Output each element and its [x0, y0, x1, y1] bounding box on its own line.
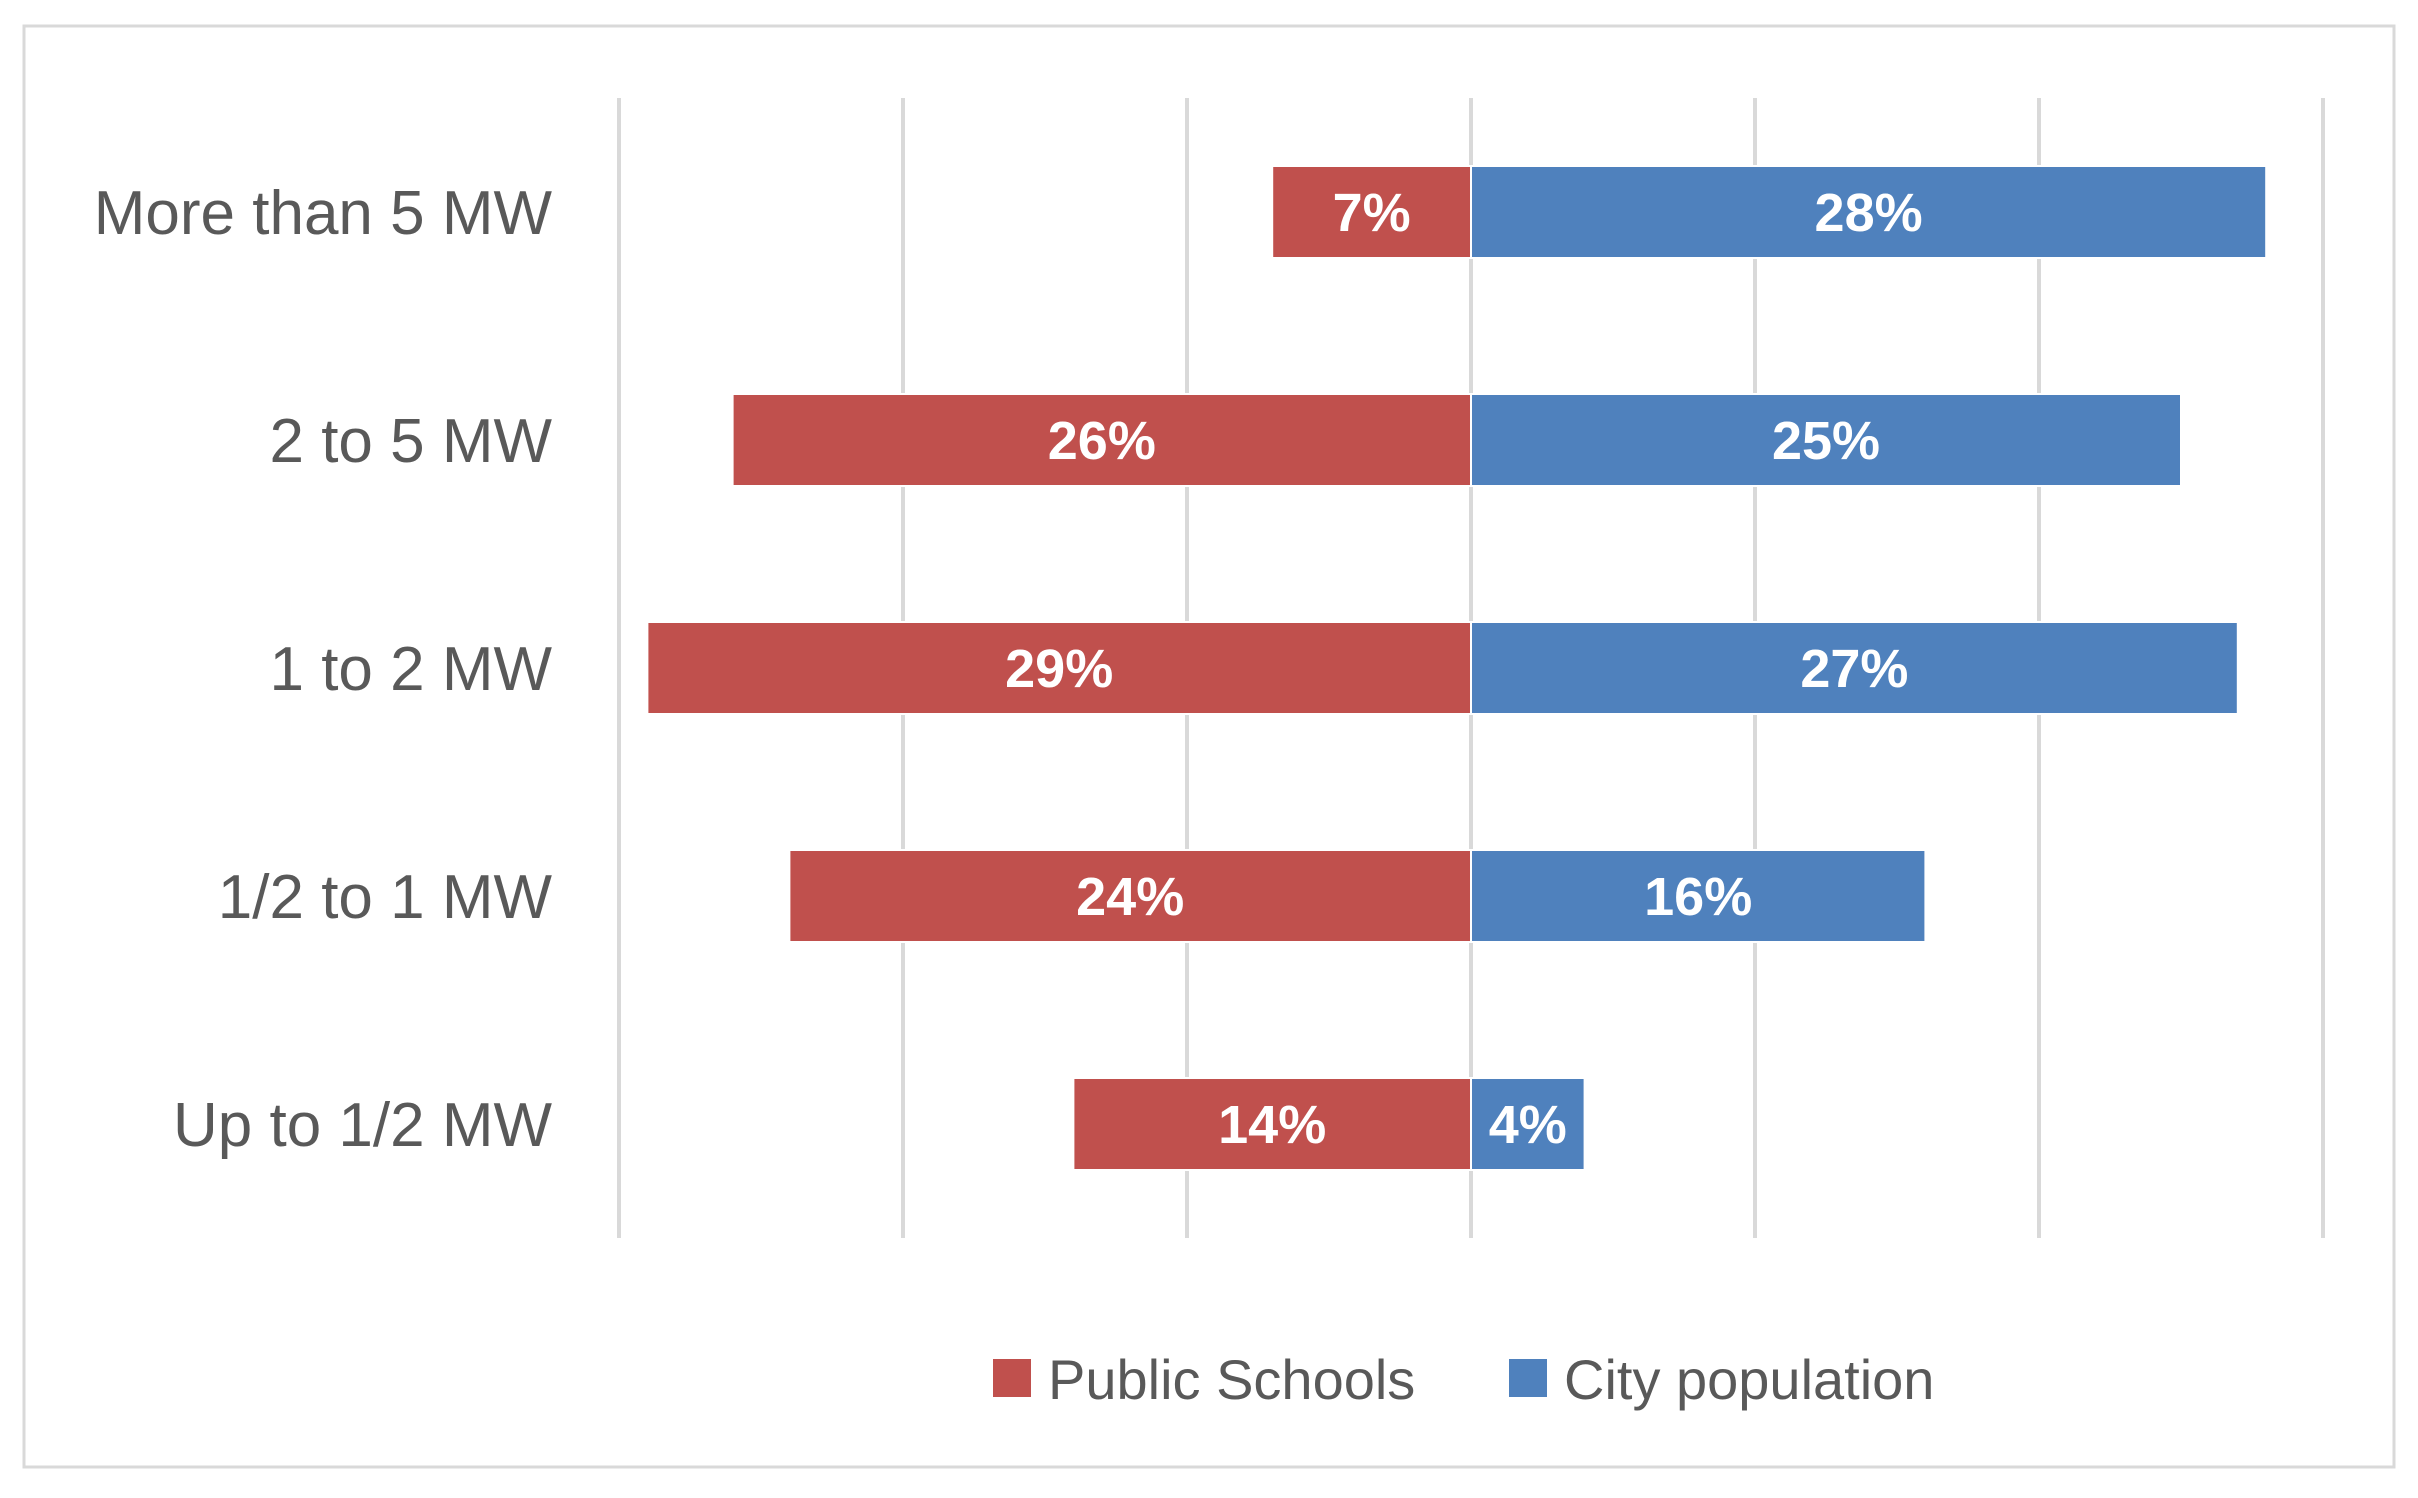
data-label-city-population-up-to-1-2-mw: 4%	[1489, 1095, 1567, 1155]
bar-public-schools-more-than-5-mw	[1271, 165, 1472, 259]
bars: 7% 28% 26% 25% 29% 27% 24% 16% 14% 4%	[646, 165, 2268, 1171]
bar-city-population-1-to-2-mw	[1470, 621, 2239, 715]
bar-city-population-up-to-1-2-mw	[1470, 1077, 1586, 1171]
data-label-city-population-2-to-5-mw: 25%	[1772, 411, 1880, 471]
legend-label-public-schools: Public Schools	[1048, 1348, 1415, 1411]
category-label-2-to-5-mw: 2 to 5 MW	[269, 407, 552, 476]
legend-label-city-population: City population	[1564, 1348, 1934, 1411]
category-label-1-to-2-mw: 1 to 2 MW	[269, 635, 552, 704]
category-labels: More than 5 MW 2 to 5 MW 1 to 2 MW 1/2 to 1…	[94, 179, 553, 1160]
bar-public-schools-1-to-2-mw	[646, 621, 1472, 715]
data-label-city-population-1-2-to-1-mw: 16%	[1644, 867, 1752, 927]
legend-swatch-public-schools	[993, 1359, 1031, 1397]
bar-public-schools-up-to-1-2-mw	[1072, 1077, 1473, 1171]
bar-city-population-1-2-to-1-mw	[1470, 849, 1927, 943]
bar-public-schools-2-to-5-mw	[731, 393, 1472, 487]
data-label-public-schools-1-2-to-1-mw: 24%	[1076, 867, 1184, 927]
data-label-public-schools-1-to-2-mw: 29%	[1005, 639, 1113, 699]
bar-public-schools-1-2-to-1-mw	[788, 849, 1472, 943]
category-label-more-than-5-mw: More than 5 MW	[94, 179, 553, 248]
data-label-city-population-more-than-5-mw: 28%	[1815, 183, 1923, 243]
category-label-up-to-1-2-mw: Up to 1/2 MW	[173, 1091, 552, 1160]
data-label-public-schools-2-to-5-mw: 26%	[1048, 411, 1156, 471]
legend-swatch-city-population	[1509, 1359, 1547, 1397]
chart-border	[22, 24, 2396, 1469]
bar-city-population-more-than-5-mw	[1470, 165, 2268, 259]
category-label-1-2-to-1-mw: 1/2 to 1 MW	[218, 863, 553, 932]
bar-city-population-2-to-5-mw	[1470, 393, 2182, 487]
data-label-public-schools-up-to-1-2-mw: 14%	[1218, 1095, 1326, 1155]
legend: Public Schools City population	[993, 1348, 1934, 1411]
data-label-public-schools-more-than-5-mw: 7%	[1333, 183, 1411, 243]
data-label-city-population-1-to-2-mw: 27%	[1800, 639, 1908, 699]
